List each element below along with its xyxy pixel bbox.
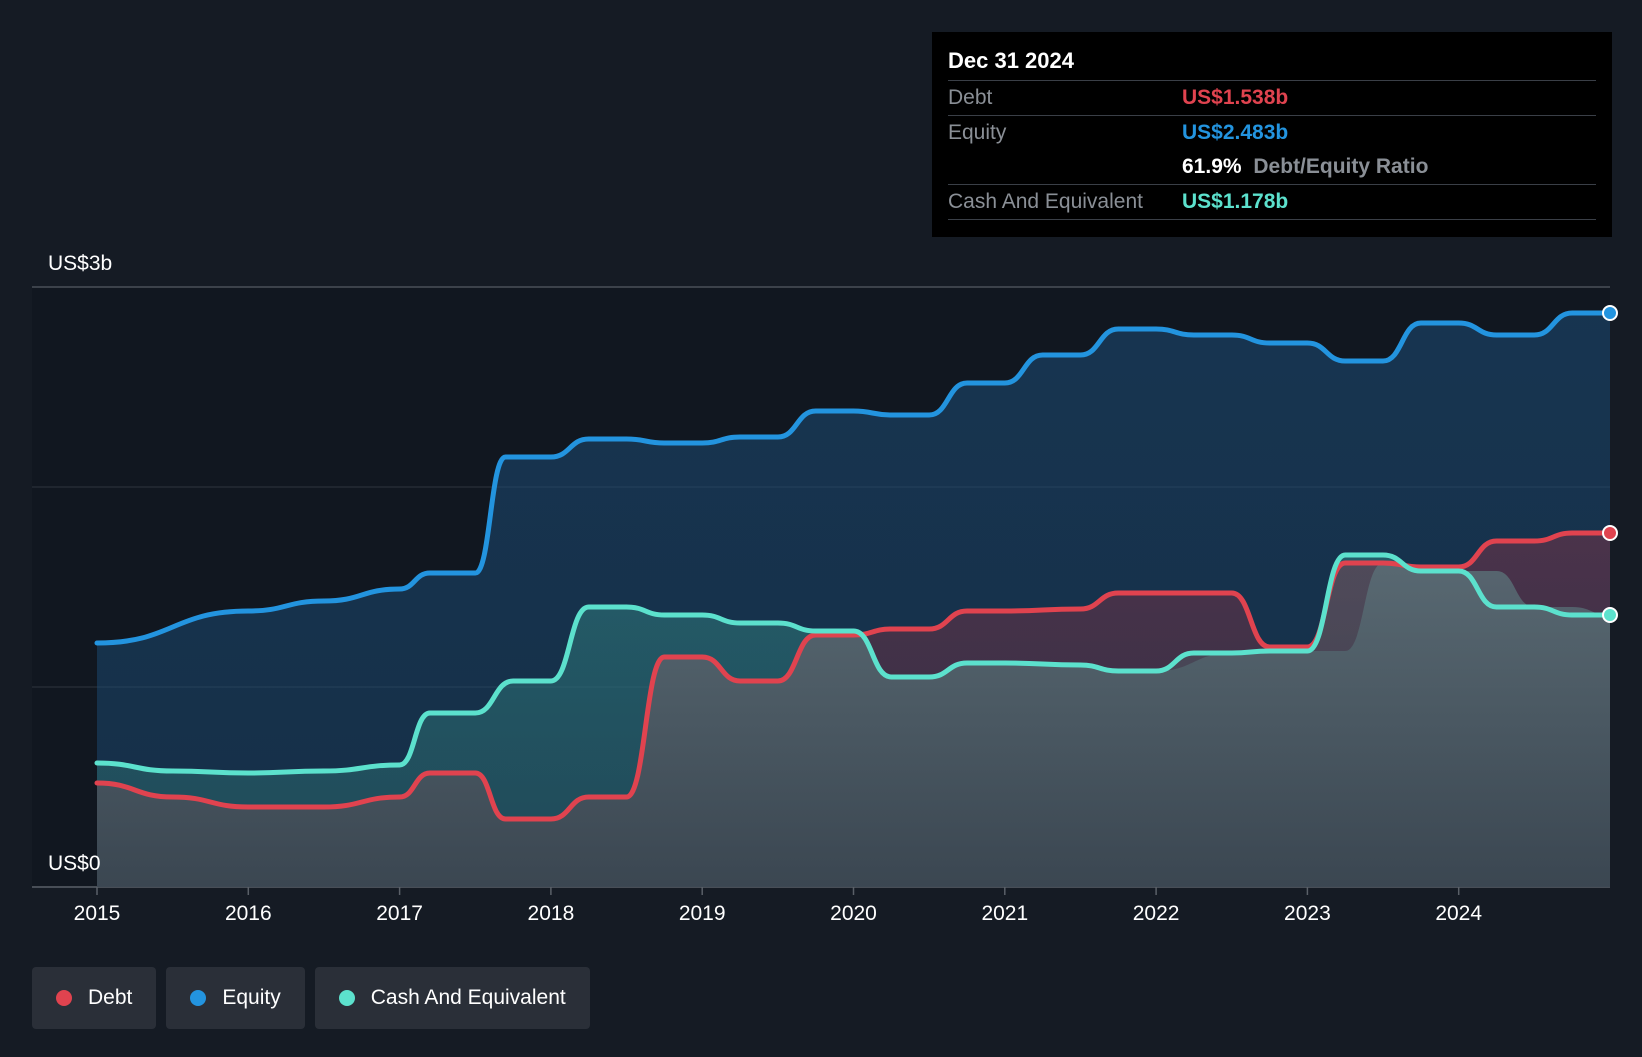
tooltip-equity-row: Equity US$2.483b <box>948 116 1596 150</box>
equity-end-marker <box>1602 305 1618 321</box>
tooltip-cash-label: Cash And Equivalent <box>948 190 1143 213</box>
tooltip-equity-label: Equity <box>948 121 1007 144</box>
x-tick-label: 2018 <box>528 902 575 925</box>
y-axis-label-bottom: US$0 <box>48 852 101 875</box>
equity-line <box>94 310 1613 646</box>
tooltip-ratio-value: 61.9% <box>1182 155 1242 178</box>
x-tick-label: 2019 <box>679 902 726 925</box>
x-tick-label: 2024 <box>1435 902 1482 925</box>
legend-label-debt: Debt <box>88 986 133 1009</box>
x-tick-label: 2015 <box>74 902 121 925</box>
tooltip-cash-value: US$1.178b <box>1182 190 1289 213</box>
legend-label-equity: Equity <box>222 986 281 1009</box>
tooltip-debt-label: Debt <box>948 86 993 109</box>
hover-tooltip: Dec 31 2024 Debt US$1.538b Equity US$2.4… <box>932 32 1612 237</box>
tooltip-ratio: 61.9% Debt/Equity Ratio <box>1182 150 1428 184</box>
tooltip-ratio-label: Debt/Equity Ratio <box>1253 155 1429 178</box>
x-tick-label: 2022 <box>1133 902 1180 925</box>
overlap-area <box>97 563 1610 887</box>
x-tick-label: 2023 <box>1284 902 1331 925</box>
debt-dot-icon <box>56 990 72 1006</box>
legend-label-cash: Cash And Equivalent <box>370 986 566 1009</box>
legend-item-equity[interactable]: Equity <box>166 967 305 1029</box>
tooltip-equity-value: US$2.483b <box>1182 121 1289 144</box>
debt-end-marker <box>1602 525 1618 541</box>
tooltip-ratio-row: 61.9% Debt/Equity Ratio <box>948 150 1596 185</box>
y-axis-label-top: US$3b <box>48 252 112 275</box>
equity-dot-icon <box>190 990 207 1006</box>
x-tick-label: 2021 <box>981 902 1028 925</box>
legend-item-debt[interactable]: Debt <box>32 967 157 1029</box>
debt-line <box>94 530 1613 822</box>
tooltip-debt-row: Debt US$1.538b <box>948 81 1596 116</box>
tooltip-date: Dec 31 2024 <box>948 46 1596 81</box>
x-tick-label: 2016 <box>225 902 272 925</box>
tooltip-cash-row: Cash And Equivalent US$1.178b <box>948 185 1596 220</box>
chart-legend: Debt Equity Cash And Equivalent <box>32 967 590 1029</box>
legend-item-cash[interactable]: Cash And Equivalent <box>314 967 590 1029</box>
x-tick-label: 2017 <box>376 902 423 925</box>
tooltip-debt-value: US$1.538b <box>1182 86 1289 109</box>
cash-dot-icon <box>338 990 355 1006</box>
cash-and-equivalent-end-marker <box>1602 607 1618 623</box>
x-tick-label: 2020 <box>830 902 877 925</box>
cash-and-equivalent-line <box>94 552 1613 776</box>
